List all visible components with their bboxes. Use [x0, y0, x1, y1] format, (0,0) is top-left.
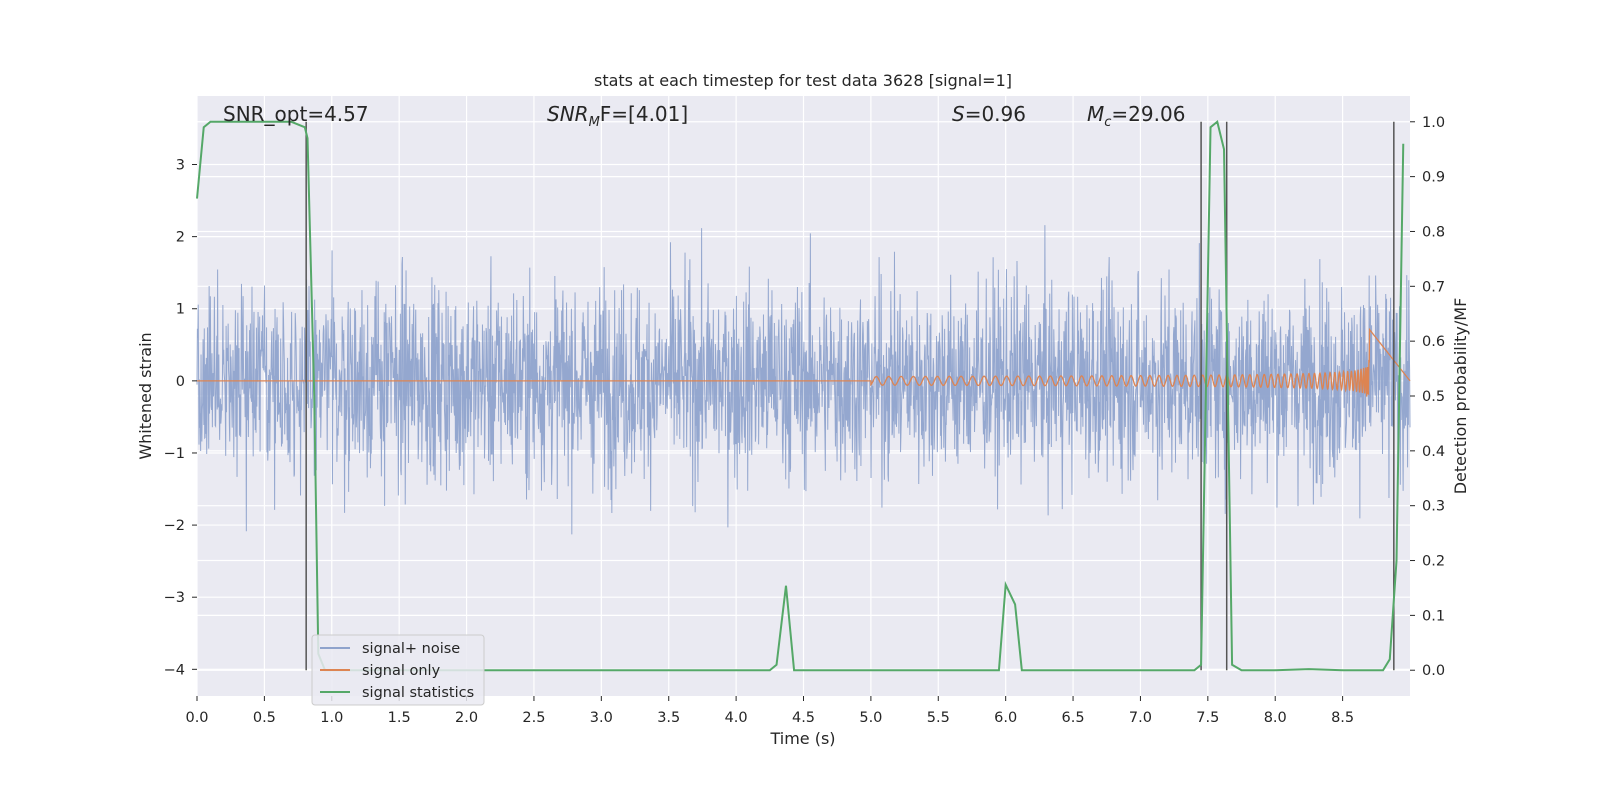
y-left-tick-label: −1 [164, 446, 185, 462]
x-tick-label: 1.5 [388, 710, 411, 726]
annotation-snr-mf-prefix: SNR [547, 102, 589, 126]
y-left-tick-label: −2 [164, 518, 185, 534]
annotation-s-symbol: S [952, 102, 965, 126]
annotation-snr-mf: SNRMF=[4.01] [547, 102, 688, 130]
y-left-tick-label: −3 [164, 590, 185, 606]
x-tick-label: 2.5 [522, 710, 545, 726]
x-tick-label: 2.0 [455, 710, 478, 726]
y-right-tick-label: 0.4 [1422, 444, 1445, 460]
y-left-tick-label: −4 [164, 662, 185, 678]
series-signal-only-line [197, 327, 1411, 397]
y-right-tick-label: 0.9 [1422, 170, 1445, 186]
legend-label-signal-noise: signal+ noise [362, 641, 460, 657]
x-tick-label: 4.5 [792, 710, 815, 726]
y-right-tick-label: 0.7 [1422, 279, 1445, 295]
x-tick-label: 3.0 [590, 710, 613, 726]
annotation-mc-sub: c [1104, 115, 1111, 130]
series-signal-statistics [196, 120, 1405, 672]
y-axis-right-ticks: 1.0 0.9 0.8 0.7 0.6 0.5 0.4 0.3 0.2 0.1 0.0 [1410, 115, 1445, 679]
y-axis-left-ticks: 3 2 1 0 −1 −2 −3 −4 [164, 158, 197, 678]
annotation-mc: Mc=29.06 [1087, 102, 1185, 130]
y-axis-left-label: Whitened strain [136, 332, 155, 459]
y-right-tick-label: 0.0 [1422, 663, 1445, 679]
y-left-tick-label: 3 [176, 158, 185, 174]
x-tick-label: 7.0 [1129, 710, 1152, 726]
annotation-snr-mf-sub: M [589, 115, 600, 130]
x-tick-label: 6.5 [1062, 710, 1085, 726]
y-right-tick-label: 0.6 [1422, 334, 1445, 350]
y-right-tick-label: 1.0 [1422, 115, 1445, 131]
y-right-tick-label: 0.8 [1422, 224, 1445, 240]
x-tick-label: 0.5 [253, 710, 276, 726]
y-left-tick-label: 2 [176, 230, 185, 246]
y-left-tick-label: 1 [176, 302, 185, 318]
y-right-tick-label: 0.5 [1422, 389, 1445, 405]
x-tick-label: 3.5 [657, 710, 680, 726]
y-axis-right-label: Detection probability/MF [1451, 298, 1470, 495]
legend: signal+ noise signal only signal statist… [311, 634, 485, 706]
y-right-tick-label: 0.1 [1422, 608, 1445, 624]
y-right-tick-label: 0.3 [1422, 499, 1445, 515]
series-signal-noise-line [196, 225, 1411, 535]
vertical-markers [305, 121, 1395, 671]
legend-label-signal-only: signal only [362, 663, 441, 679]
series-signal-only [197, 327, 1411, 397]
x-axis-label: Time (s) [769, 729, 835, 748]
x-tick-label: 0.0 [185, 710, 208, 726]
annotation-snr-opt: SNR_opt=4.57 [223, 102, 369, 126]
annotation-snr-mf-rest: F=[4.01] [600, 102, 688, 126]
x-tick-label: 7.5 [1196, 710, 1219, 726]
series-signal-statistics-line [196, 120, 1405, 672]
series-signal-noise [196, 225, 1411, 535]
x-tick-label: 8.5 [1331, 710, 1354, 726]
y-left-tick-label: 0 [176, 374, 185, 390]
x-tick-label: 1.0 [320, 710, 343, 726]
x-tick-label: 5.0 [859, 710, 882, 726]
x-tick-label: 4.0 [725, 710, 748, 726]
legend-box [311, 634, 485, 706]
x-tick-label: 6.0 [994, 710, 1017, 726]
chart-title: stats at each timestep for test data 362… [594, 71, 1012, 90]
annotation-s: S=0.96 [952, 102, 1026, 126]
x-tick-label: 8.0 [1264, 710, 1287, 726]
annotation-s-value: =0.96 [965, 102, 1026, 126]
legend-label-signal-statistics: signal statistics [362, 685, 474, 701]
x-tick-label: 5.5 [927, 710, 950, 726]
annotation-mc-symbol: M [1087, 102, 1104, 126]
y-right-tick-label: 0.2 [1422, 554, 1445, 570]
annotation-mc-value: =29.06 [1111, 102, 1185, 126]
x-axis-ticks: 0.0 0.5 1.0 1.5 2.0 2.5 3.0 3.5 4.0 4.5 5.0 5.5 6.0 6… [185, 696, 1354, 726]
